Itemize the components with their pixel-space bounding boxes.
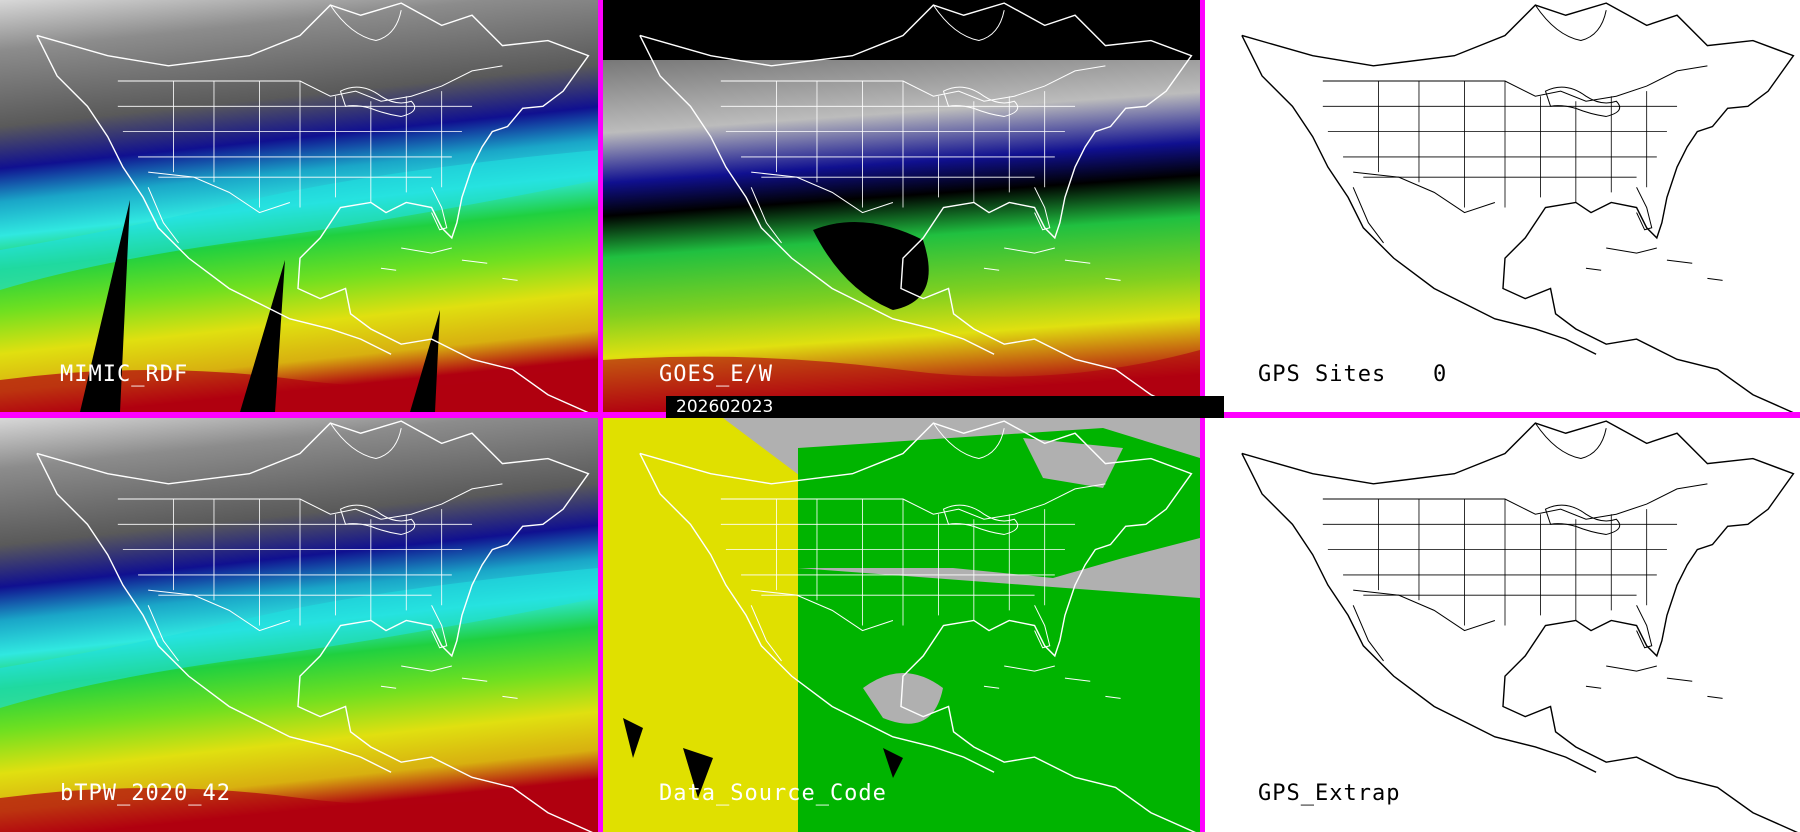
btpw-label: bTPW_2020_42 — [60, 781, 231, 806]
data-source-map — [603, 418, 1200, 832]
panel-gps-sites: GPS Sites 0 — [1205, 0, 1800, 412]
mimic-rdf-map — [0, 0, 598, 412]
panel-goes: GOES_E/W — [603, 0, 1200, 412]
goes-label: GOES_E/W — [659, 362, 773, 387]
goes-map — [603, 0, 1200, 412]
data-source-label: Data_Source_Code — [659, 781, 887, 806]
gps-extrap-label: GPS_Extrap — [1258, 781, 1401, 806]
gps-sites-count: 0 — [1433, 362, 1448, 387]
mimic-rdf-label: MIMIC_RDF — [60, 362, 189, 387]
gps-sites-map — [1205, 0, 1800, 412]
timestamp-bar: 202602023 — [666, 396, 1224, 418]
panel-btpw: bTPW_2020_42 — [0, 418, 598, 832]
panel-mimic-rdf: MIMIC_RDF — [0, 0, 598, 412]
gps-sites-label: GPS Sites — [1258, 362, 1387, 387]
panel-gps-extrap: GPS_Extrap — [1205, 418, 1800, 832]
panel-data-source: Data_Source_Code — [603, 418, 1200, 832]
btpw-map — [0, 418, 598, 832]
gps-extrap-map — [1205, 418, 1800, 832]
